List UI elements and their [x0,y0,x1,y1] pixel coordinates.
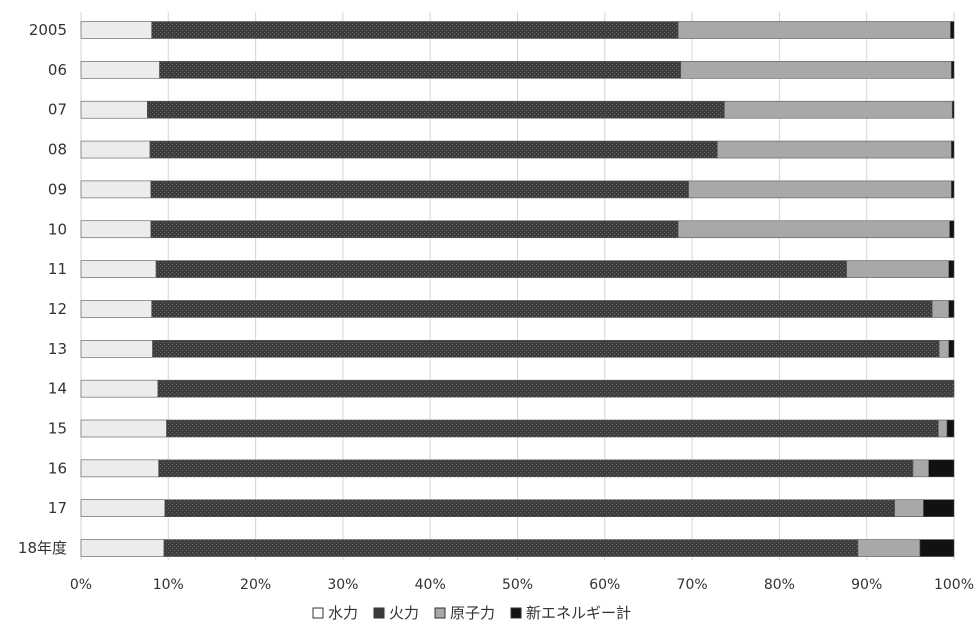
bar-segment-1 [80,419,167,438]
legend: 水力 火力 原子力 新エネルギー計 [312,604,631,622]
bar-segment-1 [80,339,153,358]
bar-segment-3 [680,61,952,79]
category-label: 13 [48,340,67,358]
category-label: 15 [48,420,67,438]
bar-segment-1 [80,61,160,79]
category-label: 11 [48,260,67,278]
x-axis-tick-labels: 0% 10% 20% 30% 40% 50% 60% 70% 80% 90% 100% [70,577,974,593]
bar-segment-3 [931,300,950,318]
category-label: 06 [48,61,67,79]
category-label: 12 [48,300,67,318]
bar-segment-3 [894,499,924,518]
bar-segment-2 [157,379,955,398]
bar-segment-4 [923,499,955,518]
bar-segment-1 [80,379,159,398]
bar-segment-2 [166,419,939,438]
category-labels: 2005 06 07 08 09 10 11 12 13 14 15 16 17 18年度 [18,21,67,557]
bar-segment-4 [948,260,955,278]
bar-segment-3 [937,419,948,438]
bar-segment-2 [149,140,718,159]
bar-segment-2 [147,100,725,119]
bar-segment-4 [951,140,955,159]
category-label: 10 [48,220,67,238]
bar-segment-2 [151,300,933,318]
x-tick-label: 30% [327,577,358,593]
bar-segment-1 [80,459,159,478]
bar-segment-4 [928,459,955,478]
bar-segment-1 [80,140,151,159]
category-label: 09 [48,180,67,198]
bar-segment-1 [80,499,166,518]
category-label: 17 [48,499,67,517]
bar-segment-2 [158,459,914,478]
bar-segment-2 [164,499,895,518]
bar-segment-4 [919,539,955,557]
bar-segment-1 [80,21,153,39]
bar-segment-2 [152,339,940,358]
bar-segment-1 [80,180,152,199]
x-tick-label: 50% [502,577,533,593]
bar-segment-1 [80,100,148,119]
x-tick-label: 90% [851,577,882,593]
x-tick-label: 20% [240,577,271,593]
bar-segment-2 [151,21,679,39]
category-label: 18年度 [18,539,67,557]
category-label: 14 [48,380,67,398]
bar-segment-2 [150,220,679,239]
category-label: 2005 [29,21,67,39]
bar-segment-3 [677,21,951,39]
bar-segment-3 [938,339,950,358]
bar-segment-2 [159,61,682,79]
bar-segment-4 [951,180,955,199]
bar-segment-4 [951,61,955,79]
bar-segment-3 [912,459,929,478]
bar-segment-1 [80,539,165,557]
legend-label-2: 火力 [389,604,419,622]
category-label: 16 [48,459,67,477]
bar-segment-3 [717,140,952,159]
bar-segment-2 [155,260,847,278]
legend-swatch-4 [510,607,522,619]
bar-segment-1 [80,300,153,318]
bar-segment-3 [724,100,953,119]
x-tick-label: 0% [70,577,92,593]
bar-segment-3 [846,260,950,278]
legend-swatch-1 [312,607,324,619]
x-tick-label: 40% [415,577,446,593]
bars [80,21,955,557]
x-tick-label: 70% [677,577,708,593]
bar-segment-4 [951,100,955,119]
bar-segment-2 [163,539,859,557]
bar-segment-4 [950,21,955,39]
bar-segment-4 [946,419,955,438]
bar-segment-3 [857,539,921,557]
bar-segment-3 [688,180,952,199]
x-tick-label: 80% [764,577,795,593]
legend-label-3: 原子力 [450,604,495,622]
grid-lines [80,12,955,560]
legend-swatch-3 [434,607,446,619]
bar-segment-4 [949,220,955,239]
x-tick-label: 100% [934,577,974,593]
bar-segment-1 [80,260,157,278]
x-tick-label: 60% [589,577,620,593]
bar-segment-2 [150,180,689,199]
category-label: 07 [48,101,67,119]
legend-label-4: 新エネルギー計 [526,604,631,622]
bar-segment-4 [948,339,955,358]
category-label: 08 [48,141,67,159]
legend-swatch-2 [373,607,385,619]
bar-segment-1 [80,220,152,239]
bar-segment-4 [948,300,955,318]
bar-segment-3 [677,220,950,239]
x-tick-label: 10% [153,577,184,593]
legend-label-1: 水力 [328,604,358,622]
